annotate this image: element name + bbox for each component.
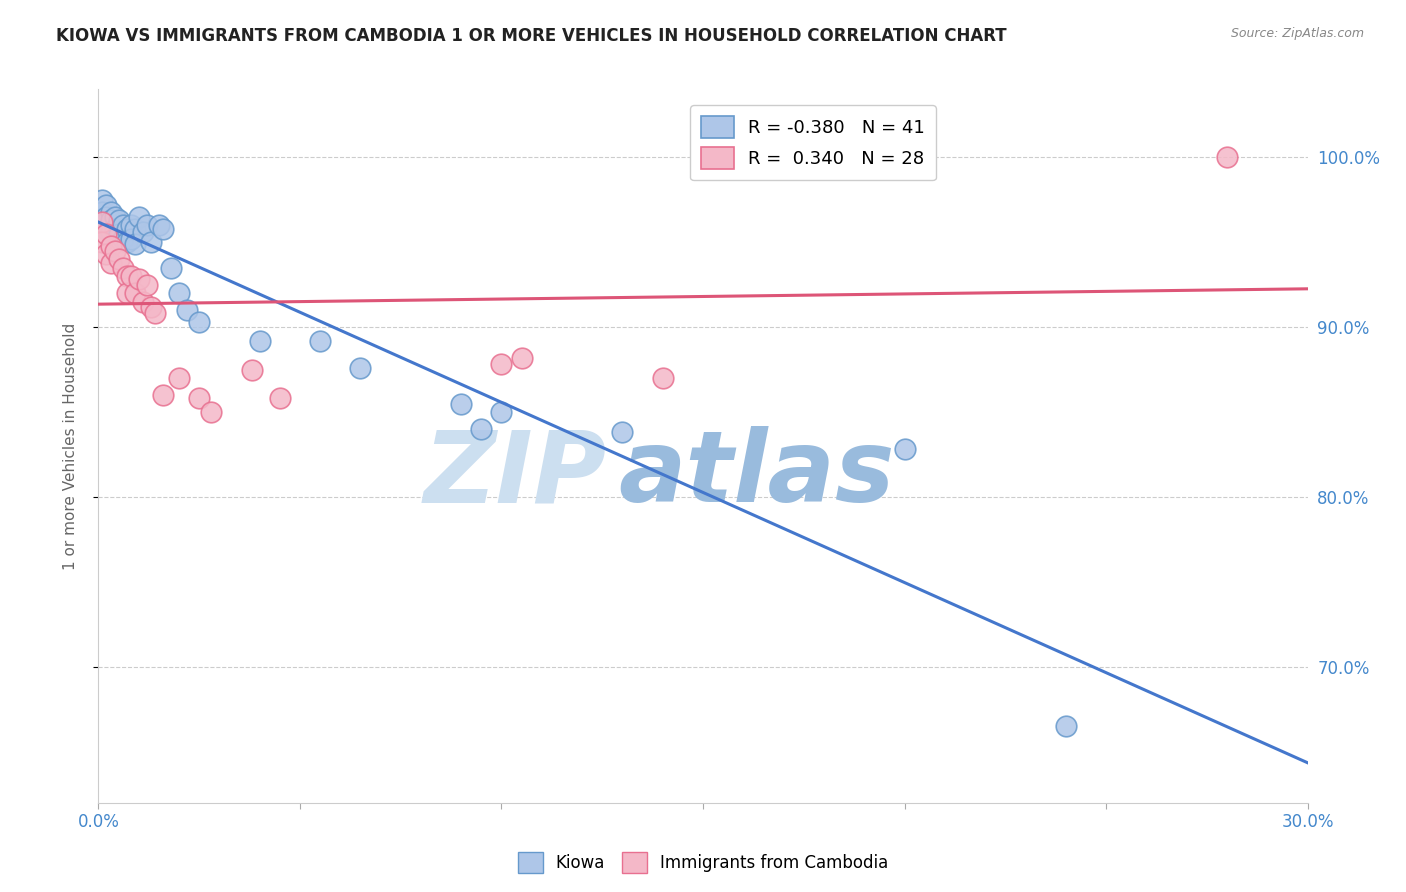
Point bbox=[103, 221, 125, 235]
Point bbox=[96, 227, 118, 241]
Point bbox=[103, 210, 125, 224]
Point bbox=[115, 235, 138, 249]
Point bbox=[160, 260, 183, 275]
Point bbox=[103, 244, 125, 258]
Point bbox=[128, 272, 150, 286]
Point bbox=[111, 232, 134, 246]
Point bbox=[148, 218, 170, 232]
Point bbox=[188, 392, 211, 406]
Point bbox=[91, 193, 114, 207]
Point bbox=[491, 405, 513, 419]
Point bbox=[91, 215, 114, 229]
Point bbox=[176, 303, 198, 318]
Point bbox=[152, 221, 174, 235]
Point bbox=[96, 221, 118, 235]
Point bbox=[111, 260, 134, 275]
Point bbox=[96, 210, 118, 224]
Point bbox=[120, 218, 142, 232]
Point bbox=[1216, 150, 1239, 164]
Point bbox=[240, 362, 263, 376]
Point bbox=[135, 277, 157, 292]
Point bbox=[107, 213, 129, 227]
Point bbox=[96, 247, 118, 261]
Point bbox=[107, 252, 129, 266]
Point bbox=[309, 334, 332, 348]
Point bbox=[111, 218, 134, 232]
Point bbox=[100, 204, 122, 219]
Point bbox=[100, 225, 122, 239]
Point bbox=[139, 235, 162, 249]
Point bbox=[143, 306, 166, 320]
Point bbox=[100, 255, 122, 269]
Text: KIOWA VS IMMIGRANTS FROM CAMBODIA 1 OR MORE VEHICLES IN HOUSEHOLD CORRELATION CH: KIOWA VS IMMIGRANTS FROM CAMBODIA 1 OR M… bbox=[56, 27, 1007, 45]
Point bbox=[91, 235, 114, 249]
Point bbox=[100, 238, 122, 252]
Point bbox=[120, 269, 142, 284]
Point bbox=[651, 371, 673, 385]
Point bbox=[96, 198, 118, 212]
Point bbox=[491, 358, 513, 372]
Point bbox=[124, 221, 146, 235]
Text: ZIP: ZIP bbox=[423, 426, 606, 523]
Text: atlas: atlas bbox=[619, 426, 894, 523]
Point bbox=[115, 286, 138, 301]
Point bbox=[115, 269, 138, 284]
Point bbox=[100, 213, 122, 227]
Point bbox=[115, 221, 138, 235]
Text: Source: ZipAtlas.com: Source: ZipAtlas.com bbox=[1230, 27, 1364, 40]
Point bbox=[349, 360, 371, 375]
Legend: Kiowa, Immigrants from Cambodia: Kiowa, Immigrants from Cambodia bbox=[510, 846, 896, 880]
Point bbox=[91, 204, 114, 219]
Point bbox=[107, 227, 129, 241]
Point bbox=[893, 442, 915, 457]
Point bbox=[132, 225, 155, 239]
Point bbox=[510, 351, 533, 365]
Legend: R = -0.380   N = 41, R =  0.340   N = 28: R = -0.380 N = 41, R = 0.340 N = 28 bbox=[690, 105, 936, 180]
Point bbox=[167, 286, 190, 301]
Point bbox=[470, 422, 492, 436]
Point bbox=[135, 218, 157, 232]
Point bbox=[132, 294, 155, 309]
Point bbox=[139, 300, 162, 314]
Point bbox=[167, 371, 190, 385]
Point bbox=[124, 286, 146, 301]
Point bbox=[120, 232, 142, 246]
Point bbox=[450, 396, 472, 410]
Point bbox=[91, 213, 114, 227]
Point bbox=[128, 210, 150, 224]
Point bbox=[249, 334, 271, 348]
Point bbox=[91, 218, 114, 232]
Y-axis label: 1 or more Vehicles in Household: 1 or more Vehicles in Household bbox=[63, 322, 77, 570]
Point bbox=[124, 236, 146, 251]
Point bbox=[152, 388, 174, 402]
Point bbox=[269, 392, 291, 406]
Point bbox=[612, 425, 634, 440]
Point bbox=[188, 315, 211, 329]
Point bbox=[1054, 719, 1077, 733]
Point bbox=[200, 405, 222, 419]
